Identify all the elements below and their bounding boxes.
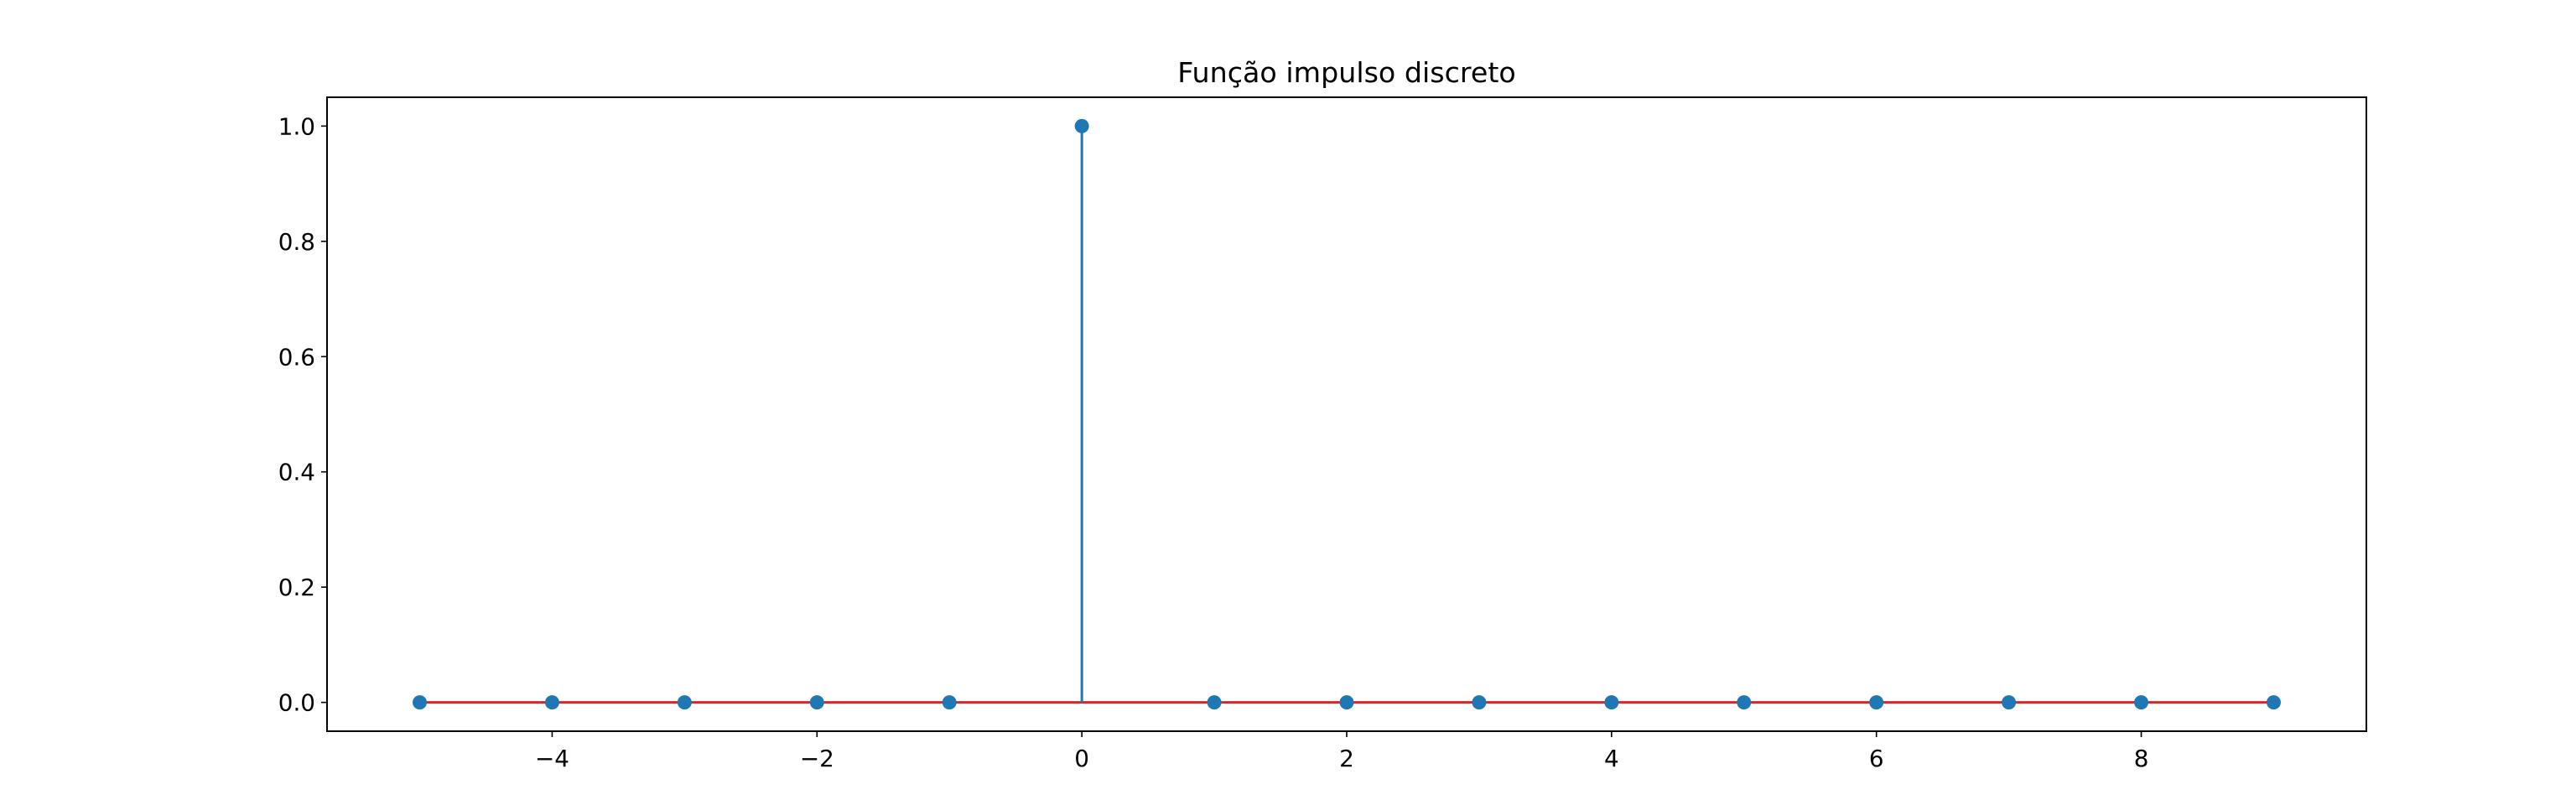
stem-marker [544, 695, 559, 710]
stem-marker [1737, 695, 1752, 710]
stem-marker [1074, 118, 1089, 133]
stem-marker [942, 695, 957, 710]
marker-layer [413, 118, 2281, 710]
y-tick-label: 0.4 [278, 459, 315, 486]
stem-marker [677, 695, 692, 710]
x-tick-label: 6 [1869, 745, 1884, 772]
x-tick-label: 2 [1339, 745, 1354, 772]
stem-marker [809, 695, 824, 710]
y-axis-ticks: 0.0 0.2 0.4 0.6 0.8 1.0 [278, 112, 327, 717]
stem-marker [2266, 695, 2281, 710]
y-tick-label: 0.0 [278, 689, 315, 717]
stem-marker [1339, 695, 1354, 710]
chart-title: Função impulso discreto [1177, 56, 1516, 89]
x-tick-label: 0 [1074, 745, 1089, 772]
stem-marker [413, 695, 428, 710]
x-tick-label: −4 [535, 745, 569, 772]
x-tick-label: 8 [2134, 745, 2149, 772]
stem-marker [2134, 695, 2149, 710]
x-axis-ticks: −4 −2 0 2 4 6 8 [535, 731, 2148, 772]
stem-marker [1869, 695, 1884, 710]
stem-marker [2002, 695, 2017, 710]
x-tick-label: 4 [1604, 745, 1619, 772]
stem-marker [1472, 695, 1487, 710]
stem-marker [1207, 695, 1222, 710]
y-tick-label: 1.0 [278, 112, 315, 140]
x-tick-label: −2 [800, 745, 834, 772]
y-tick-label: 0.8 [278, 228, 315, 256]
y-tick-label: 0.2 [278, 574, 315, 601]
y-tick-label: 0.6 [278, 343, 315, 371]
stem-marker [1604, 695, 1619, 710]
